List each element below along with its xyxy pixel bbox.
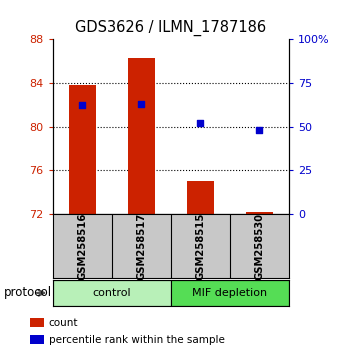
Text: GSM258516: GSM258516 [77,212,87,280]
Bar [69,85,96,214]
Point [139,101,144,107]
Bar [30,318,44,327]
Bar [128,58,155,214]
Bar [246,212,273,214]
Text: GSM258517: GSM258517 [136,212,146,280]
Point [80,102,85,108]
Title: GDS3626 / ILMN_1787186: GDS3626 / ILMN_1787186 [75,20,267,36]
Text: control: control [92,288,131,298]
Text: protocol: protocol [3,286,52,299]
Point [257,127,262,133]
Bar [171,280,289,306]
Text: count: count [49,318,78,328]
Bar [53,280,171,306]
Bar [30,335,44,344]
Point [198,120,203,126]
Text: GSM258530: GSM258530 [254,212,265,280]
Text: percentile rank within the sample: percentile rank within the sample [49,335,224,345]
Text: GSM258515: GSM258515 [195,212,205,280]
Text: MIF depletion: MIF depletion [192,288,268,298]
Bar [187,181,214,214]
